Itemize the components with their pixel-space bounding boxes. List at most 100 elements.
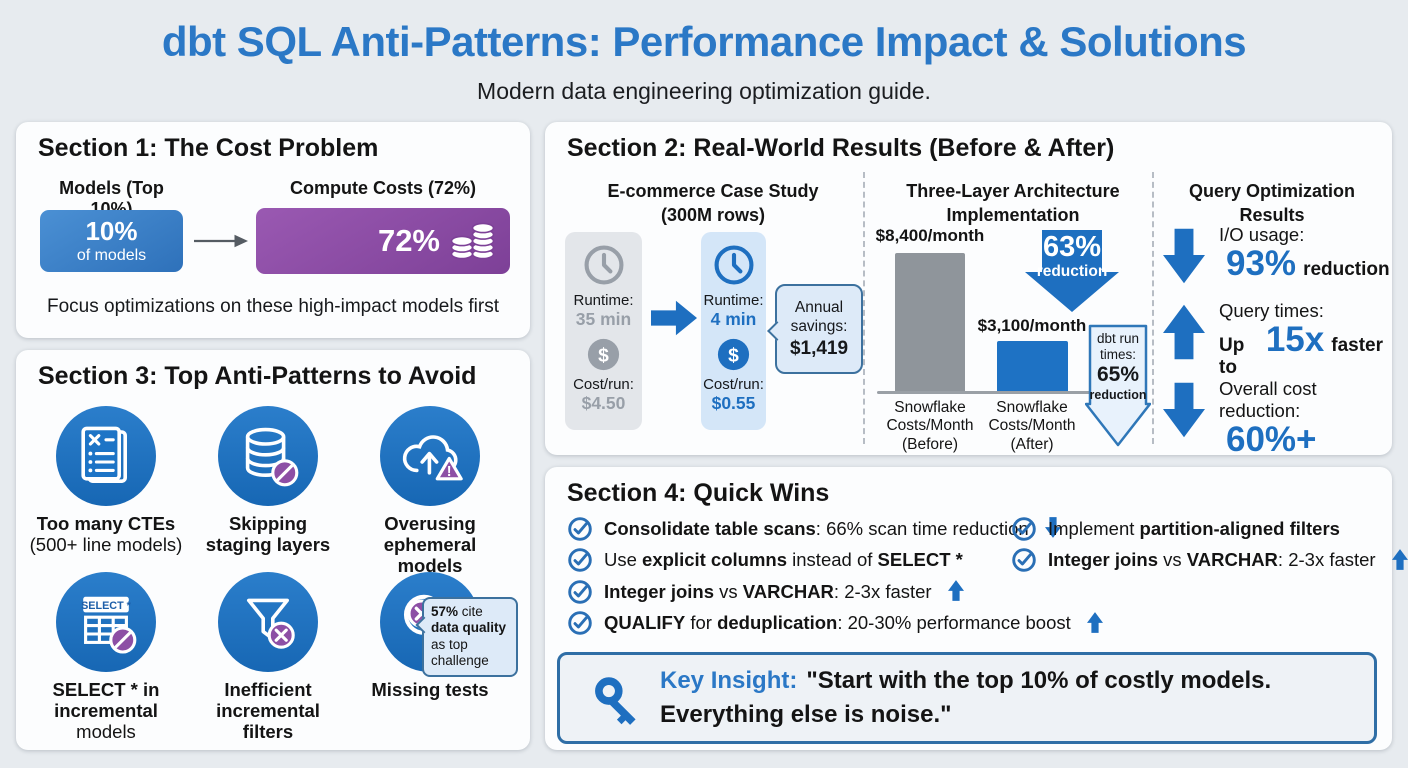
- section-3-heading: Section 3: Top Anti-Patterns to Avoid: [38, 362, 477, 390]
- section-2-card: Section 2: Real-World Results (Before & …: [545, 122, 1392, 457]
- antipattern-label: Inefficient incremental filters: [216, 679, 320, 743]
- key-insight-text: Key Insight: "Start with the top 10% of c…: [660, 664, 1360, 731]
- key-insight-quote: "Start with the top 10% of costly models…: [660, 667, 1272, 728]
- check-circle-icon: [568, 548, 592, 573]
- antipattern-skipping-staging: Skipping staging layers: [187, 406, 349, 555]
- bar-before: [895, 253, 965, 392]
- quick-wins-right-list: Implement partition-aligned filters Inte…: [1011, 513, 1408, 576]
- down-arrow-icon: [1040, 517, 1061, 540]
- antipattern-label: Too many CTEs (500+ line models): [29, 513, 183, 556]
- after-amount-label: $3,100/month: [977, 316, 1087, 335]
- compute-costs-box: 72%: [256, 208, 510, 274]
- after-card: Runtime: 4 min $ Cost/run: $0.55: [701, 232, 766, 430]
- reduction-label: reduction: [1036, 263, 1108, 280]
- section-1-footnote: Focus optimizations on these high-impact…: [47, 296, 499, 317]
- quick-win-item: QUALIFY for deduplication: 20-30% perfor…: [567, 608, 1103, 640]
- database-blocked-icon: [245, 427, 299, 487]
- runtime-label: Runtime:: [573, 292, 634, 309]
- cost-label: Cost/run:: [703, 376, 764, 393]
- dollar-icon: $: [587, 338, 620, 371]
- query-result-row: I/O usage: 93% reduction: [1161, 224, 1390, 284]
- down-arrow-icon: [1025, 230, 1119, 312]
- annual-savings-value: $1,419: [789, 337, 849, 359]
- clock-icon: [584, 245, 623, 285]
- architecture-title: Three-Layer Architecture Implementation: [906, 181, 1120, 225]
- antipattern-label: Overusing ephemeral models: [383, 513, 477, 577]
- antipattern-too-many-ctes: Too many CTEs (500+ line models): [25, 406, 187, 555]
- antipattern-incremental-filters: Inefficient incremental filters: [187, 572, 349, 742]
- before-amount-label: $8,400/month: [875, 226, 985, 245]
- dbt-runtimes-callout: dbt run times: 65% reduction: [1085, 324, 1151, 448]
- before-after-arrow-icon: [651, 300, 697, 336]
- compute-costs-value: 72%: [377, 223, 440, 258]
- query-result-row: Overall cost reduction: 60%+: [1161, 378, 1383, 458]
- runtime-value: 35 min: [575, 309, 632, 329]
- antipattern-label: SELECT * in incremental models: [52, 679, 160, 743]
- section-1-heading: Section 1: The Cost Problem: [38, 134, 379, 162]
- key-insight-label: Key Insight:: [660, 667, 798, 694]
- query-results-title: Query Optimization Results: [1188, 181, 1356, 225]
- antipattern-label: Missing tests: [371, 679, 489, 700]
- svg-text:SELECT *: SELECT *: [81, 600, 132, 612]
- before-axis-label: Snowflake Costs/Month (Before): [886, 399, 974, 453]
- right-arrow-icon: [194, 234, 248, 248]
- bar-after: [997, 341, 1068, 392]
- check-circle-icon: [1012, 516, 1036, 541]
- case-study-title: E-commerce Case Study (300M rows): [607, 181, 819, 225]
- page-subtitle: Modern data engineering optimization gui…: [477, 78, 931, 104]
- after-axis-label: Snowflake Costs/Month (After): [988, 399, 1076, 453]
- case-study-column: E-commerce Case Study (300M rows) Runtim…: [563, 168, 863, 450]
- dashed-divider: [1152, 172, 1154, 444]
- models-box: 10% of models: [40, 210, 183, 272]
- section-1-card: Section 1: The Cost Problem Models (Top …: [16, 122, 530, 338]
- svg-text:$: $: [598, 345, 609, 366]
- dollar-icon: $: [717, 338, 750, 371]
- section-3-card: Section 3: Top Anti-Patterns to Avoid To…: [16, 350, 530, 750]
- cost-value: $0.55: [711, 393, 756, 413]
- models-caption: of models: [76, 246, 147, 264]
- key-insight-box: Key Insight: "Start with the top 10% of c…: [557, 652, 1377, 744]
- cloud-warning-icon: !: [402, 435, 463, 481]
- section-2-heading: Section 2: Real-World Results (Before & …: [567, 134, 1115, 162]
- svg-text:$: $: [728, 345, 739, 366]
- up-arrow-icon: [1387, 548, 1408, 572]
- antipattern-select-star: SELECT * SELECT * in incremental models: [25, 572, 187, 742]
- annual-savings-callout: Annual savings: $1,419: [775, 284, 863, 374]
- down-arrow-outline-icon: [1085, 324, 1151, 447]
- compute-costs-label: Compute Costs (72%): [289, 178, 477, 198]
- up-arrow-icon: [943, 580, 964, 603]
- query-results-column: Query Optimization Results I/O usage: 93…: [1161, 168, 1390, 457]
- quick-win-item: Integer joins vs VARCHAR: 2-3x faster: [1011, 545, 1408, 577]
- runtime-label: Runtime:: [703, 292, 764, 309]
- coins-icon: [450, 222, 495, 260]
- check-circle-icon: [568, 516, 592, 541]
- models-value: 10%: [85, 215, 138, 246]
- key-icon: [595, 677, 636, 725]
- down-arrow-icon: [1163, 381, 1205, 439]
- clock-icon: [714, 245, 753, 285]
- antipattern-label: Skipping staging layers: [205, 513, 331, 556]
- check-circle-icon: [568, 611, 592, 636]
- reduction-arrow-badge: 63% reduction: [1025, 230, 1119, 312]
- select-star-blocked-icon: SELECT *: [81, 596, 137, 654]
- up-arrow-icon: [1163, 303, 1205, 361]
- antipattern-ephemeral-models: ! Overusing ephemeral models: [349, 406, 511, 576]
- data-quality-stat-callout: 57% cite data quality as top challenge: [422, 597, 518, 677]
- quick-win-item: Use explicit columns instead of SELECT *: [567, 545, 1103, 577]
- check-circle-icon: [568, 579, 592, 604]
- svg-text:!: !: [447, 464, 452, 480]
- section-4-heading: Section 4: Quick Wins: [567, 479, 830, 507]
- query-result-row: Query times: Up to 15x faster: [1161, 300, 1383, 379]
- runtime-value: 4 min: [710, 309, 757, 329]
- section-4-card: Section 4: Quick Wins Consolidate table …: [545, 467, 1408, 750]
- quick-win-item: Consolidate table scans: 66% scan time r…: [567, 513, 1103, 545]
- quick-win-item: Integer joins vs VARCHAR: 2-3x faster: [567, 576, 1103, 608]
- architecture-column: Three-Layer Architecture Implementation …: [875, 168, 1151, 453]
- dashed-divider: [863, 172, 865, 444]
- up-arrow-icon: [1082, 611, 1103, 635]
- before-card: Runtime: 35 min $ Cost/run: $4.50: [565, 232, 642, 430]
- check-circle-icon: [1012, 548, 1036, 573]
- quick-win-item: Implement partition-aligned filters: [1011, 513, 1408, 545]
- chart-baseline: [877, 391, 1109, 394]
